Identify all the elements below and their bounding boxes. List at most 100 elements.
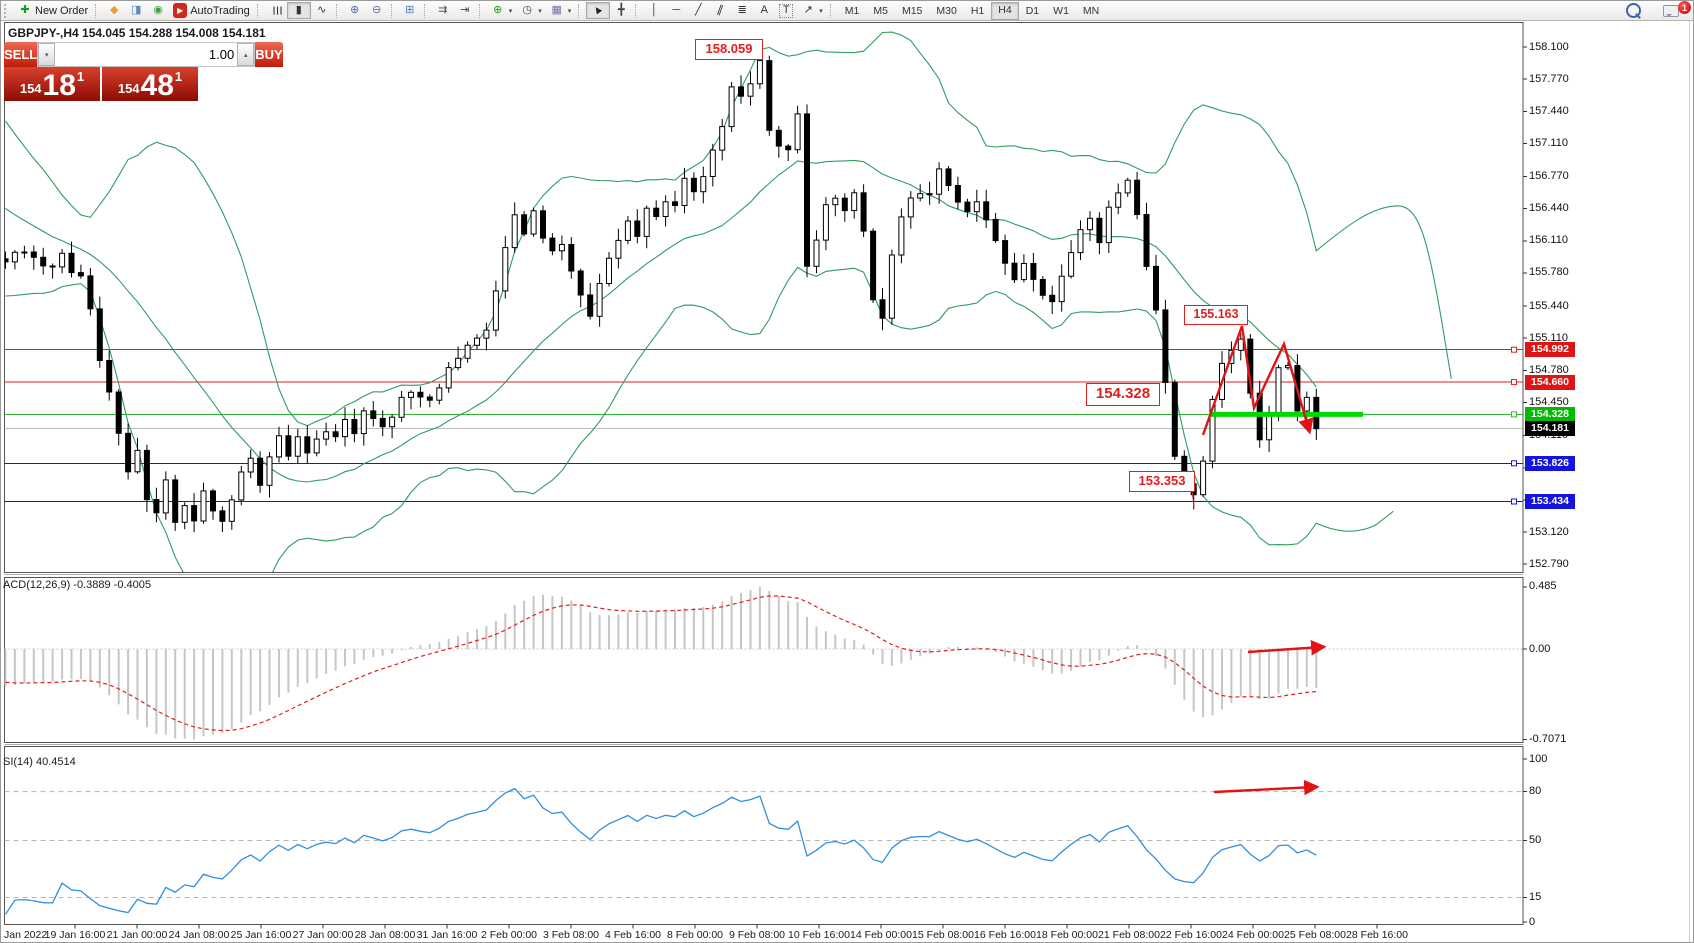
vertical-line-button[interactable]: │ bbox=[643, 2, 665, 19]
time-axis-label: 19 Jan 16:00 bbox=[44, 929, 106, 941]
buy-price-display[interactable]: 154 48 1 bbox=[102, 67, 198, 101]
autotrading-button[interactable]: ▶ AutoTrading bbox=[169, 2, 254, 19]
rsi-tick-label: 100 bbox=[1529, 753, 1548, 765]
sell-price-sup: 1 bbox=[76, 69, 85, 84]
sell-price-display[interactable]: 154 18 1 bbox=[4, 67, 100, 101]
zoom-out-button[interactable]: ⊖ bbox=[366, 2, 388, 19]
text-button[interactable]: A bbox=[753, 2, 775, 19]
time-axis-label: 3 Feb 08:00 bbox=[542, 929, 600, 941]
bar-chart-button[interactable]: ☰ bbox=[265, 2, 287, 19]
arrows-button[interactable]: ↗ ▾ bbox=[797, 2, 827, 19]
autotrading-icon: ▶ bbox=[173, 3, 188, 18]
auto-scroll-button[interactable]: ⇉ bbox=[432, 2, 454, 19]
periods-button[interactable]: ◷ ▾ bbox=[516, 2, 546, 19]
sell-button[interactable]: SELL bbox=[4, 42, 38, 67]
price-tick-label: 155.110 bbox=[1529, 332, 1568, 344]
new-order-button[interactable]: ✚ New Order bbox=[14, 2, 92, 19]
timeframe-m1[interactable]: M1 bbox=[844, 4, 860, 17]
price-tick-label: 154.450 bbox=[1529, 396, 1569, 408]
buy-price-small: 154 bbox=[117, 81, 140, 96]
timeframe-m15[interactable]: M15 bbox=[901, 4, 923, 17]
time-axis-label: 10 Feb 16:00 bbox=[788, 929, 850, 941]
toolbar-separator bbox=[335, 3, 341, 18]
toolbar-separator bbox=[390, 3, 396, 18]
buy-price-big: 48 bbox=[140, 69, 174, 102]
trendline-button[interactable]: ╱ bbox=[687, 2, 709, 19]
zoom-in-button[interactable]: ⊕ bbox=[344, 2, 366, 19]
price-level-box: 153.826 bbox=[1525, 456, 1575, 471]
rsi-tick-label: 50 bbox=[1529, 834, 1542, 846]
time-axis-label: 22 Feb 16:00 bbox=[1160, 929, 1222, 941]
crosshair-button[interactable]: ╋ bbox=[610, 2, 632, 19]
horizontal-line-button[interactable]: ─ bbox=[665, 2, 687, 19]
metaeditor-button[interactable]: ◆ bbox=[103, 2, 125, 19]
sell-price-big: 18 bbox=[42, 69, 76, 102]
vertical-line-icon: │ bbox=[650, 4, 658, 16]
timeframe-w1[interactable]: W1 bbox=[1053, 4, 1069, 17]
time-axis-label: 9 Feb 08:00 bbox=[728, 929, 786, 941]
fibonacci-icon: ≣ bbox=[737, 4, 747, 16]
buy-button[interactable]: BUY bbox=[255, 42, 283, 67]
main-toolbar: ✚ New Order ◆ ◨ ◉ ▶ AutoTrading ☰ ▮ ∿ ⊕ ⊖ ⊞ ⇉ ⇥ ⊕ ▾ ◷ ▾ ▦ ▾ ▲… bbox=[1, 1, 1693, 21]
price-level-box: 154.660 bbox=[1525, 375, 1575, 390]
rsi-trend-arrow[interactable] bbox=[1213, 779, 1320, 796]
timeframe-mn[interactable]: MN bbox=[1082, 4, 1100, 17]
macd-tick-label: 0.00 bbox=[1529, 643, 1551, 655]
crosshair-icon: ╋ bbox=[617, 4, 625, 16]
timeframe-d1[interactable]: D1 bbox=[1025, 4, 1040, 17]
timeframe-m5[interactable]: M5 bbox=[873, 4, 888, 17]
expert-advisors-button[interactable]: ◉ bbox=[147, 2, 169, 19]
line-chart-button[interactable]: ∿ bbox=[311, 2, 333, 19]
time-axis-label: 15 Feb 08:00 bbox=[912, 929, 974, 941]
notifications-button[interactable]: 1 bbox=[1659, 1, 1693, 19]
notification-badge: 1 bbox=[1678, 1, 1691, 14]
toolbar-separator bbox=[423, 3, 429, 18]
text-label-button[interactable]: T bbox=[775, 2, 797, 19]
time-axis-label: 25 Jan 16:00 bbox=[230, 929, 292, 941]
tile-windows-button[interactable]: ⊞ bbox=[399, 2, 421, 19]
cursor-button[interactable]: ▲ bbox=[586, 2, 611, 19]
price-tick-label: 156.110 bbox=[1529, 234, 1568, 246]
arrow-objects-icon: ↗ bbox=[803, 4, 813, 16]
time-axis-label: 25 Feb 08:00 bbox=[1284, 929, 1346, 941]
toolbar-separator bbox=[635, 3, 640, 18]
price-callout[interactable]: 155.163 bbox=[1184, 305, 1248, 325]
data-window-button[interactable]: ◨ bbox=[125, 2, 147, 19]
clock-icon: ◷ bbox=[522, 4, 533, 16]
time-axis-label: 31 Jan 16:00 bbox=[416, 929, 478, 941]
chart-shift-button[interactable]: ⇥ bbox=[454, 2, 476, 19]
symbol-info: GBPJPY-,H4 154.045 154.288 154.008 154.1… bbox=[8, 26, 266, 40]
timeframe-m30[interactable]: M30 bbox=[936, 4, 957, 17]
data-window-icon: ◨ bbox=[130, 4, 142, 16]
timeframe-h4[interactable]: H4 bbox=[991, 1, 1019, 20]
chat-bubble-icon bbox=[1663, 4, 1679, 17]
macd-tick-label: 0.485 bbox=[1529, 580, 1557, 592]
volume-input[interactable] bbox=[55, 43, 238, 66]
zoom-in-icon: ⊕ bbox=[350, 4, 360, 16]
candlestick-icon: ▮ bbox=[295, 4, 302, 16]
timeframe-h1[interactable]: H1 bbox=[970, 4, 985, 17]
price-callout[interactable]: 158.059 bbox=[695, 39, 763, 60]
templates-button[interactable]: ▦ ▾ bbox=[546, 2, 576, 19]
price-tick-label: 157.770 bbox=[1529, 73, 1569, 85]
toolbar-separator bbox=[256, 3, 262, 18]
toolbar-separator bbox=[95, 3, 100, 18]
price-zigzag-arrow[interactable] bbox=[1201, 325, 1314, 436]
macd-trend-arrow[interactable] bbox=[1247, 639, 1327, 656]
equidistant-channel-button[interactable]: ∥ bbox=[709, 2, 731, 19]
price-callout[interactable]: 153.353 bbox=[1129, 471, 1195, 492]
fibonacci-button[interactable]: ≣ bbox=[731, 2, 753, 19]
dropdown-caret-icon: ▾ bbox=[567, 7, 572, 15]
metaeditor-icon: ◆ bbox=[109, 4, 119, 16]
sell-price-small: 154 bbox=[19, 81, 42, 96]
price-tick-label: 158.100 bbox=[1529, 41, 1569, 53]
time-axis-label: 24 Feb 00:00 bbox=[1222, 929, 1284, 941]
volume-down-button[interactable]: ▾ bbox=[38, 43, 56, 66]
volume-spinner: ▾ ▴ bbox=[37, 42, 256, 67]
volume-up-button[interactable]: ▴ bbox=[237, 43, 255, 66]
candlestick-chart-button[interactable]: ▮ bbox=[286, 2, 311, 19]
price-callout[interactable]: 154.328 bbox=[1086, 383, 1160, 406]
search-button[interactable] bbox=[1622, 2, 1659, 19]
indicators-button[interactable]: ⊕ ▾ bbox=[487, 2, 517, 19]
